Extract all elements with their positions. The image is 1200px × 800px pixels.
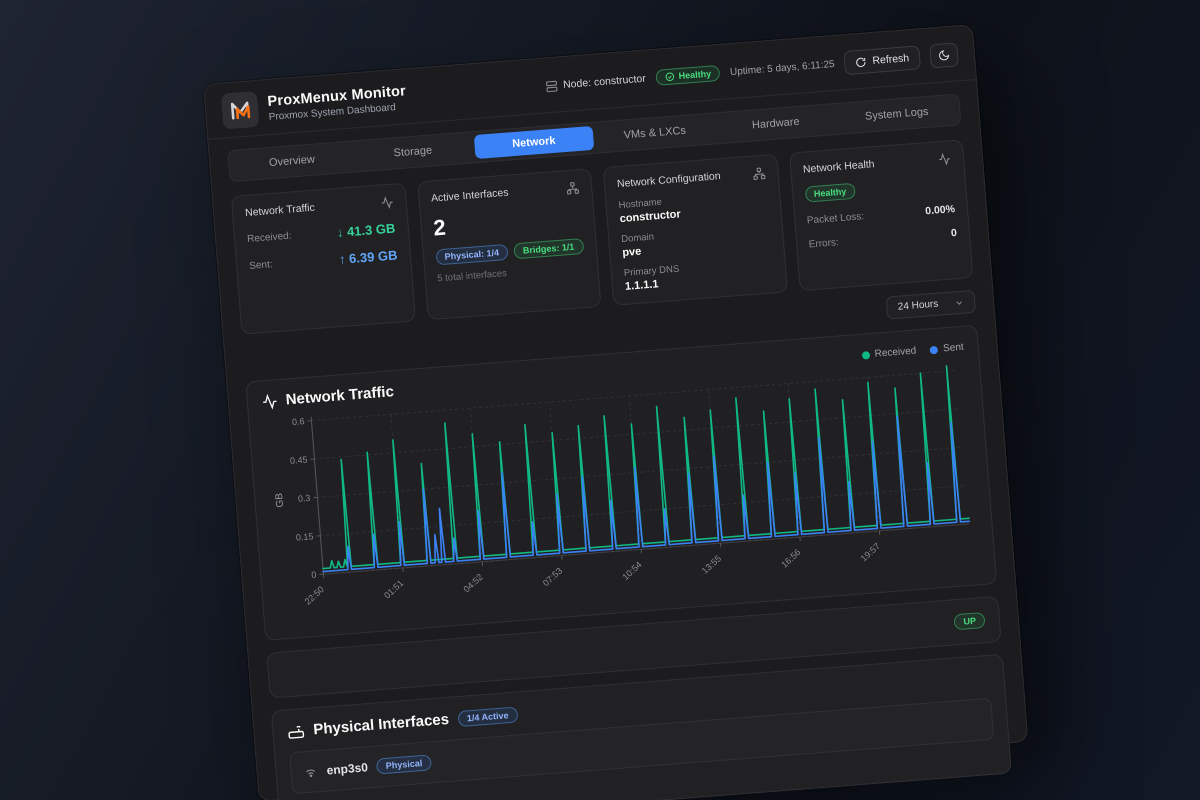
- svg-text:GB: GB: [274, 492, 286, 508]
- section-title: Physical Interfaces: [312, 710, 450, 739]
- network-health-card: Network Health Healthy Packet Loss: 0.00…: [788, 139, 974, 292]
- errors-label: Errors:: [808, 236, 840, 250]
- card-title: Network Traffic: [244, 201, 316, 220]
- activity-icon: [939, 152, 951, 166]
- received-label: Received:: [246, 230, 292, 246]
- bridges-count-badge: Bridges: 1/1: [513, 238, 584, 260]
- health-status-badge: Healthy: [804, 182, 856, 203]
- svg-text:0.3: 0.3: [298, 493, 311, 504]
- svg-text:22:50: 22:50: [303, 584, 326, 607]
- physical-count-badge: Physical: 1/4: [435, 243, 509, 266]
- svg-text:0: 0: [311, 570, 317, 580]
- app-header: ProxMenux Monitor Proxmox System Dashboa…: [204, 25, 977, 140]
- network-tree-icon: [752, 167, 765, 180]
- active-interfaces-card: Active Interfaces 2 Physical: 1/4 Bridge…: [416, 168, 602, 321]
- svg-text:01:51: 01:51: [382, 578, 405, 601]
- time-range-select[interactable]: 24 Hours: [885, 289, 977, 320]
- network-traffic-chart-card: Network Traffic Received Sent 0 0.15 0.3 0.: [245, 324, 998, 641]
- svg-text:13:55: 13:55: [700, 553, 723, 576]
- svg-text:0.6: 0.6: [292, 416, 305, 427]
- chevron-down-icon: [956, 300, 963, 305]
- network-traffic-card: Network Traffic Received: ↓ 41.3 GB Sent…: [230, 182, 416, 335]
- proxmenux-logo-icon: [220, 90, 260, 130]
- stat-cards-row: Network Traffic Received: ↓ 41.3 GB Sent…: [230, 139, 974, 335]
- interface-row-enp3s0[interactable]: enp3s0 Physical: [289, 697, 995, 795]
- activity-icon: [381, 196, 393, 210]
- network-configuration-card: Network Configuration Hostname construct…: [602, 153, 788, 306]
- legend-sent-label: Sent: [942, 341, 965, 355]
- card-title: Network Configuration: [616, 170, 722, 191]
- sent-label: Sent:: [248, 259, 274, 272]
- tab-vms-lxcs[interactable]: VMs & LXCs: [623, 124, 687, 142]
- svg-text:04:52: 04:52: [461, 572, 484, 595]
- errors-value: 0: [950, 226, 958, 240]
- router-icon: [288, 725, 305, 739]
- moon-icon: [939, 50, 950, 61]
- refresh-button[interactable]: Refresh: [843, 45, 922, 76]
- interface-name: enp3s0: [326, 760, 369, 778]
- check-circle-icon: [665, 72, 674, 82]
- topbar-status-cluster: Node: constructor Healthy Uptime: 5 days…: [544, 42, 959, 98]
- svg-text:07:53: 07:53: [541, 566, 564, 589]
- activity-icon: [263, 393, 277, 410]
- card-title: Active Interfaces: [430, 186, 509, 205]
- brand: ProxMenux Monitor Proxmox System Dashboa…: [220, 79, 408, 130]
- tab-system-logs[interactable]: System Logs: [864, 105, 929, 123]
- svg-text:0.15: 0.15: [296, 531, 314, 542]
- node-label: Node: constructor: [545, 72, 647, 93]
- interface-up-badge: UP: [953, 611, 986, 631]
- legend-sent-dot: [929, 345, 939, 354]
- svg-text:16:56: 16:56: [779, 547, 802, 570]
- card-title: Network Health: [802, 158, 875, 176]
- legend-received-dot: [861, 350, 871, 360]
- legend-received-label: Received: [874, 345, 917, 360]
- uptime-text: Uptime: 5 days, 6:11:25: [729, 58, 836, 78]
- network-icon: [566, 182, 580, 195]
- tab-hardware[interactable]: Hardware: [751, 115, 801, 132]
- received-value: ↓ 41.3 GB: [336, 220, 396, 241]
- server-icon: [545, 80, 558, 92]
- sent-value: ↑ 6.39 GB: [338, 247, 398, 267]
- chart-toolbar: 24 Hours: [243, 289, 977, 370]
- svg-text:19:57: 19:57: [859, 541, 882, 564]
- wifi-icon: [306, 769, 316, 778]
- proxmenux-dashboard-window: ProxMenux Monitor Proxmox System Dashboa…: [203, 24, 1029, 800]
- active-interfaces-count: 2: [432, 214, 447, 241]
- tab-network[interactable]: Network: [473, 125, 595, 160]
- svg-text:0.45: 0.45: [290, 455, 308, 466]
- total-interfaces-note: 5 total interfaces: [436, 268, 508, 285]
- svg-text:10:54: 10:54: [620, 559, 643, 582]
- health-badge: Healthy: [655, 64, 721, 86]
- network-traffic-chart: 0 0.15 0.3 0.45 0.6 GB 22:50 01:51 04:52 07:53 10:…: [274, 365, 971, 607]
- theme-toggle-button[interactable]: [929, 42, 959, 69]
- active-count-badge: 1/4 Active: [457, 706, 519, 727]
- interface-type-badge: Physical: [376, 754, 432, 775]
- refresh-icon: [856, 57, 866, 67]
- tab-storage[interactable]: Storage: [393, 144, 433, 160]
- packet-loss-value: 0.00%: [924, 203, 956, 218]
- packet-loss-label: Packet Loss:: [806, 210, 865, 227]
- physical-interfaces-card: Physical Interfaces 1/4 Active enp3s0 Ph…: [270, 653, 1012, 800]
- tab-overview[interactable]: Overview: [268, 153, 316, 170]
